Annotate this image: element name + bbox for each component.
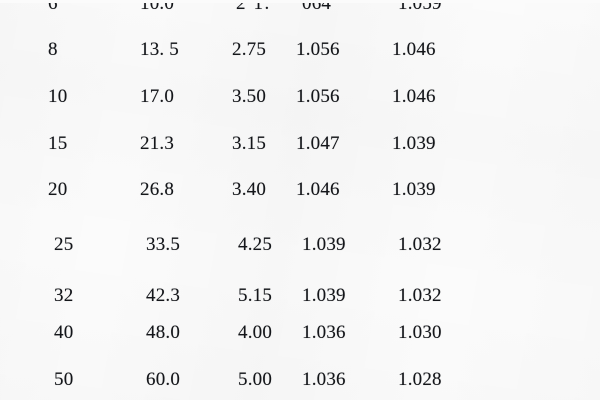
- table-cell-col2: 48.0: [146, 322, 181, 343]
- table-cell-col5: 1.046: [392, 86, 436, 107]
- table-row: 10 17.0 3.50 1.056 1.046: [0, 84, 600, 110]
- table-cell-col2: 10.0: [140, 0, 175, 14]
- table-row: 15 21.3 3.15 1.047 1.039: [0, 131, 600, 157]
- table-cell-col1: 50: [54, 369, 74, 390]
- table-cell-col2: 13. 5: [140, 39, 179, 60]
- table-cell-col1: 40: [54, 322, 74, 343]
- table-row: 40 48.0 4.00 1.036 1.030: [0, 320, 600, 346]
- table-cell-col4: 1.036: [302, 369, 346, 390]
- table-cell-col5: 1.028: [398, 369, 442, 390]
- table-cell-col2: 33.5: [146, 234, 181, 255]
- table-cell-col1: 20: [48, 179, 68, 200]
- table-cell-col3: 5.00: [238, 369, 273, 390]
- table-cell-col1: 10: [48, 86, 68, 107]
- table-cell-col4: 064: [302, 0, 332, 14]
- table-cell-col5: 1.039: [392, 133, 436, 154]
- table-cell-col3: 2 1.: [236, 0, 271, 14]
- table-cell-col2: 42.3: [146, 285, 181, 306]
- table-cell-col3: 2.75: [232, 39, 267, 60]
- table-cell-col2: 60.0: [146, 369, 181, 390]
- table-cell-col4: 1.056: [296, 86, 340, 107]
- table-cell-col4: 1.047: [296, 133, 340, 154]
- table-cell-col5: 1.046: [392, 39, 436, 60]
- table-cell-col1: 8: [48, 39, 58, 60]
- table-cell-col2: 17.0: [140, 86, 175, 107]
- table-cell-col2: 21.3: [140, 133, 175, 154]
- table-cell-col4: 1.039: [302, 234, 346, 255]
- table-cell-col1: 6: [48, 0, 58, 14]
- table-cell-col2: 26.8: [140, 179, 175, 200]
- table-cell-col3: 3.50: [232, 86, 267, 107]
- table-cell-col3: 5.15: [238, 285, 273, 306]
- table-row: 6 10.0 2 1. 064 1.059: [0, 0, 600, 17]
- table-cell-col5: 1.032: [398, 285, 442, 306]
- table-cell-col3: 3.40: [232, 179, 267, 200]
- table-cell-col4: 1.036: [302, 322, 346, 343]
- table-row: 25 33.5 4.25 1.039 1.032: [0, 232, 600, 258]
- table-cell-col3: 4.00: [238, 322, 273, 343]
- table-cell-col4: 1.039: [302, 285, 346, 306]
- table-cell-col1: 15: [48, 133, 68, 154]
- table-cell-col3: 3.15: [232, 133, 267, 154]
- table-row: 20 26.8 3.40 1.046 1.039: [0, 177, 600, 203]
- table-cell-col1: 25: [54, 234, 74, 255]
- table-cell-col4: 1.046: [296, 179, 340, 200]
- table-row: 32 42.3 5.15 1.039 1.032: [0, 283, 600, 309]
- table-cell-col5: 1.030: [398, 322, 442, 343]
- table-cell-col5: 1.039: [392, 179, 436, 200]
- table-cell-col3: 4.25: [238, 234, 273, 255]
- page-top-clip-mask: [0, 0, 600, 3]
- table-cell-col5: 1.032: [398, 234, 442, 255]
- table-row: 8 13. 5 2.75 1.056 1.046: [0, 37, 600, 63]
- table-row: 50 60.0 5.00 1.036 1.028: [0, 367, 600, 393]
- table-cell-col5: 1.059: [398, 0, 442, 14]
- table-cell-col4: 1.056: [296, 39, 340, 60]
- table-cell-col1: 32: [54, 285, 74, 306]
